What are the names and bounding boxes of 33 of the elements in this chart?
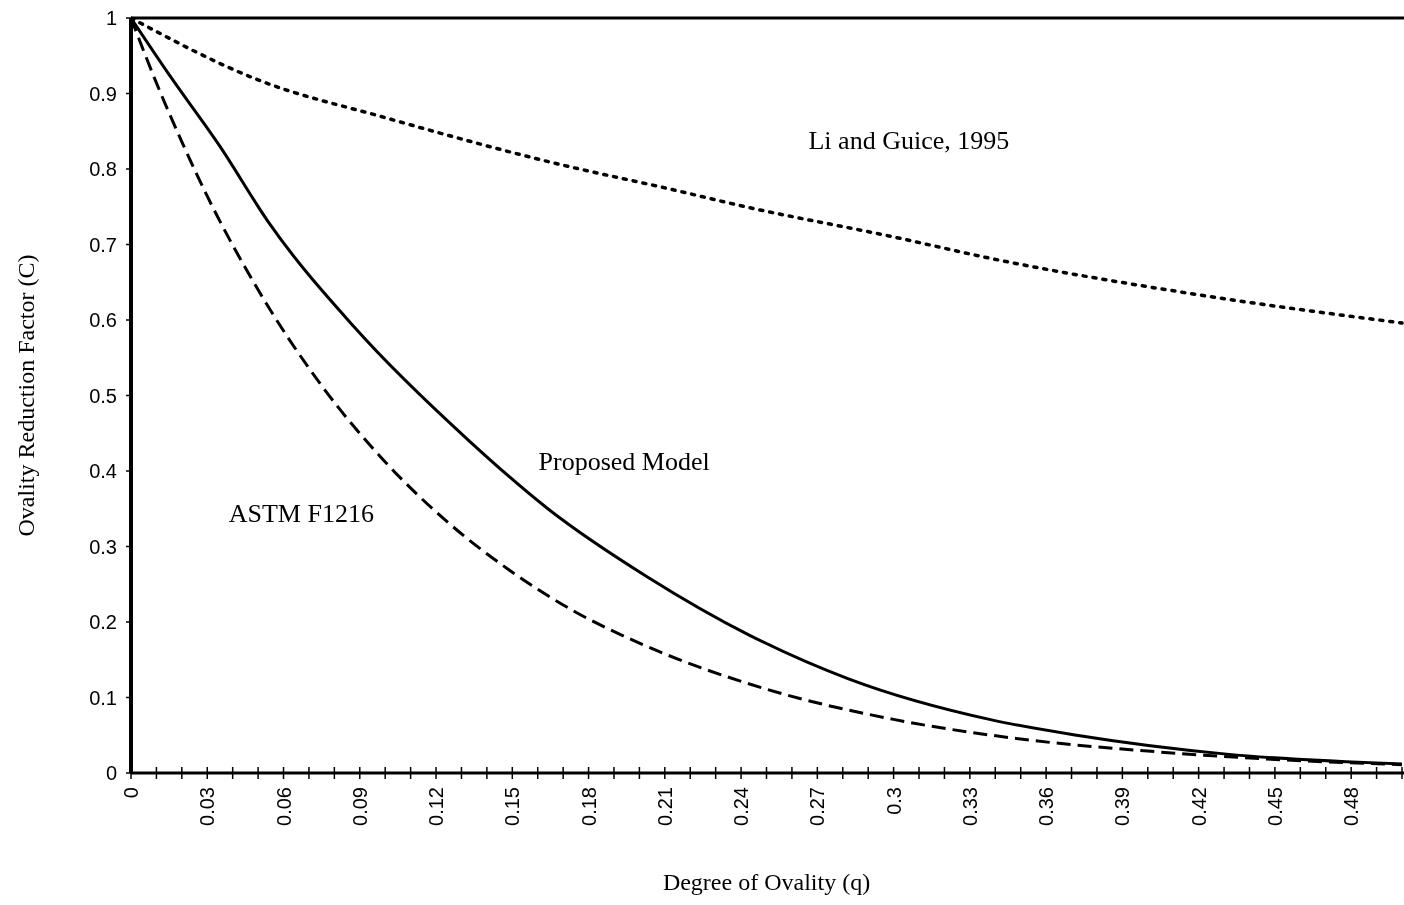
x-tick-label: 0.12 [425,787,448,826]
x-axis-title: Degree of Ovality (q) [662,869,871,895]
x-tick-label: 0.18 [577,787,600,826]
y-tick-label: 0.3 [89,535,117,558]
y-tick-label: 0.2 [89,611,117,633]
series-label: Proposed Model [538,447,710,477]
text: Li and Guice, 1995 [808,126,1010,156]
series-label: ASTM F1216 [228,499,374,529]
x-tick-label: 0.3 [882,787,905,815]
y-tick-label: 0.9 [89,82,117,105]
y-tick-label: 0.1 [89,686,117,709]
x-tick-label: 0.27 [806,787,829,826]
y-axis-title: Ovality Reduction Factor (C) [13,254,39,537]
x-tick-label: 0.24 [730,787,753,826]
y-tick-label: 0 [105,762,117,784]
x-tick-label: 0.09 [348,787,371,826]
y-tick-label: 1 [105,7,117,29]
x-tick-label: 0.45 [1263,787,1286,826]
x-tick-label: 0.06 [272,787,295,826]
x-tick-label: 0.33 [958,787,981,826]
x-tick-label: 0.03 [196,787,219,826]
x-tick-label: 0.42 [1187,787,1210,826]
x-tick-label: 0.21 [653,787,676,826]
x-tick-label: 0 [120,787,142,799]
x-tick-label: 0.36 [1035,787,1058,826]
y-tick-label: 0.7 [89,233,117,256]
y-tick-label: 0.4 [89,460,117,482]
y-tick-label: 0.5 [89,384,117,407]
x-tick-label: 0.15 [501,787,524,826]
x-tick-label: 0.39 [1111,787,1134,826]
y-tick-label: 0.6 [89,309,117,331]
x-tick-label: 0.48 [1340,787,1363,826]
y-tick-label: 0.8 [89,158,117,180]
